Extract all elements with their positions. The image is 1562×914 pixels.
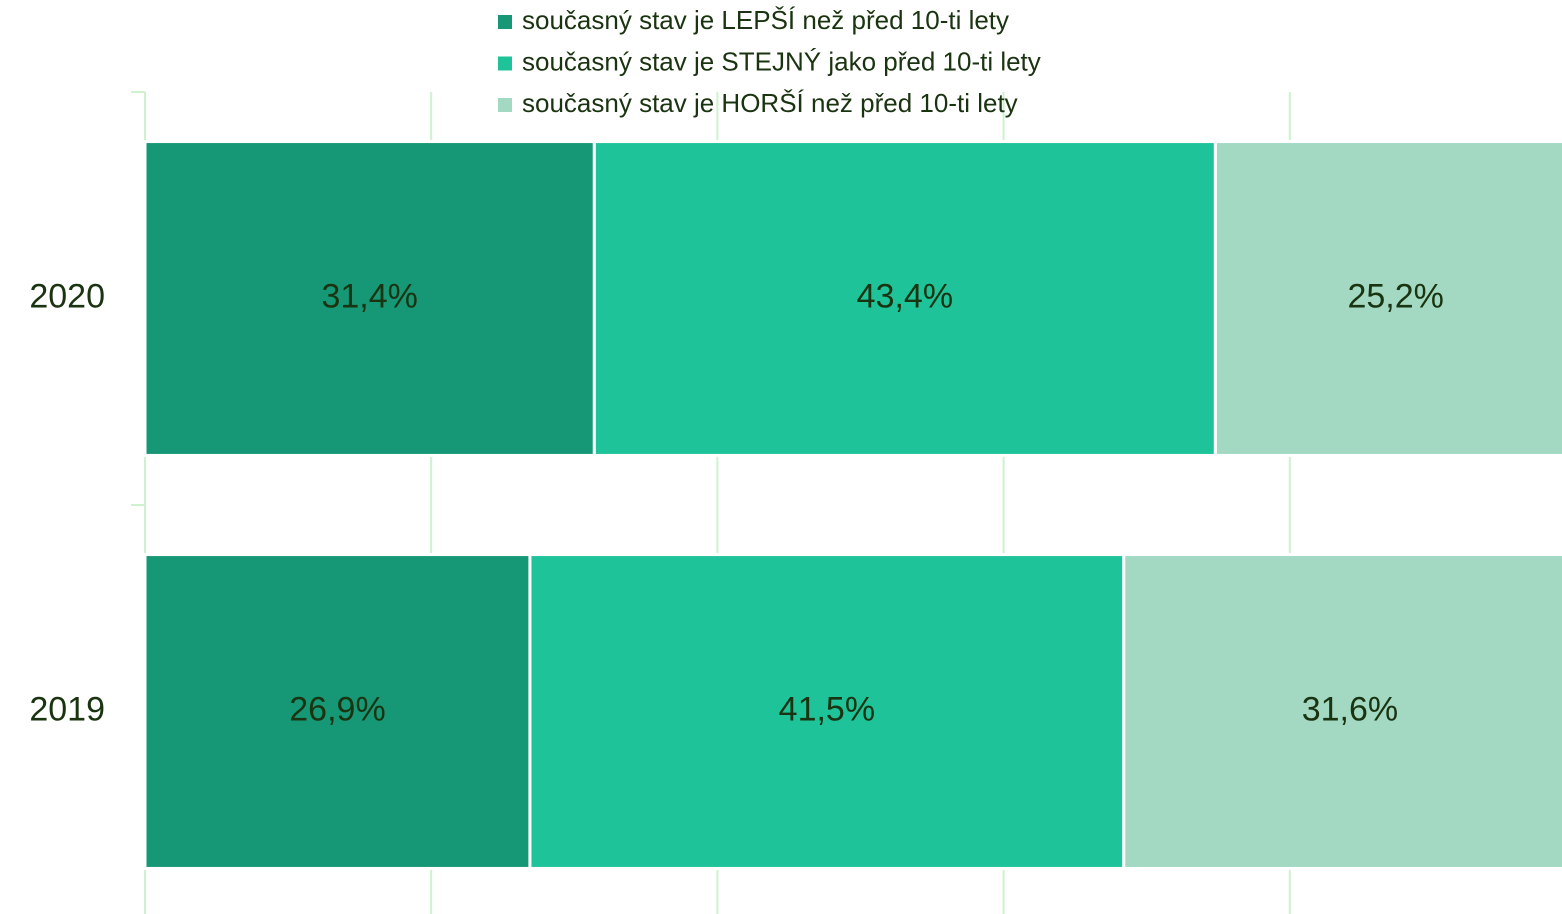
bar-segment bbox=[1213, 140, 1562, 457]
data-label: 43,4% bbox=[857, 277, 953, 315]
data-label: 25,2% bbox=[1347, 277, 1443, 315]
bar-segment bbox=[528, 553, 1126, 870]
legend-swatch bbox=[498, 98, 512, 112]
bar-segment bbox=[143, 140, 596, 457]
bar-segment bbox=[1122, 553, 1562, 870]
legend-swatch bbox=[498, 56, 512, 71]
data-label: 26,9% bbox=[289, 690, 385, 728]
bar-segment bbox=[592, 140, 1217, 457]
y-tick-label: 2019 bbox=[29, 690, 105, 728]
data-label: 31,4% bbox=[321, 277, 417, 315]
data-label: 41,5% bbox=[779, 690, 875, 728]
y-tick-label: 2020 bbox=[29, 277, 105, 315]
legend-swatch bbox=[498, 15, 512, 29]
bar-segment bbox=[143, 553, 532, 870]
data-label: 31,6% bbox=[1302, 690, 1398, 728]
legend-label: současný stav je STEJNÝ jako před 10-ti … bbox=[522, 46, 1041, 76]
legend-label: současný stav je HORŠÍ než před 10-ti le… bbox=[522, 88, 1018, 118]
legend-label: současný stav je LEPŠÍ než před 10-ti le… bbox=[522, 5, 1009, 35]
